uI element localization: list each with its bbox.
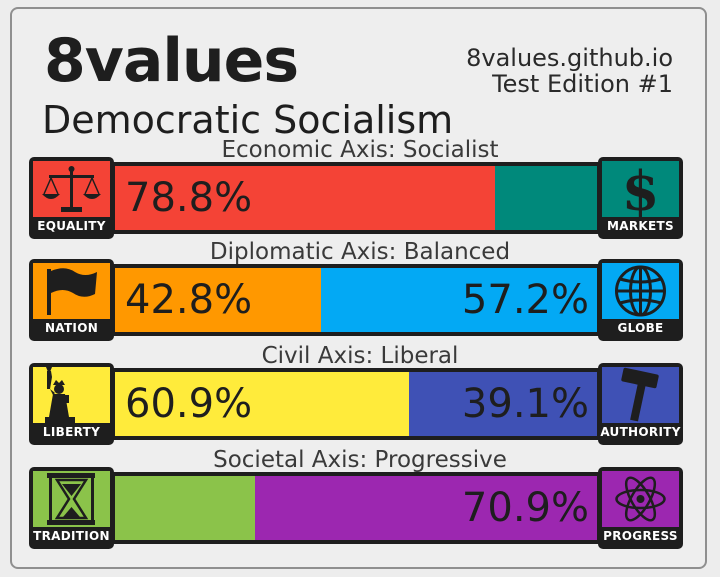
globe-label: GLOBE	[617, 321, 664, 335]
economic-axis-title: Economic Axis: Socialist	[221, 137, 499, 163]
equality-box: EQUALITY	[29, 157, 114, 239]
axes.0.right.icon: $	[602, 161, 679, 217]
societal-axis-title: Societal Axis: Progressive	[213, 447, 507, 473]
brand-title: 8values	[44, 26, 299, 96]
authority-box: AUTHORITY	[598, 363, 683, 445]
equality-label: EQUALITY	[37, 219, 106, 233]
equality-fill	[115, 166, 495, 230]
globe-fill	[321, 268, 597, 332]
site-info: 8values.github.io Test Edition #1	[466, 45, 673, 98]
diplomatic-axis-bar: 42.8% 57.2%	[111, 264, 601, 336]
axes.1.right.icon	[602, 263, 679, 319]
axes.3.left.icon	[33, 471, 110, 527]
authority-label: AUTHORITY	[600, 425, 681, 439]
progress-label: PROGRESS	[603, 529, 678, 543]
markets-box: $ MARKETS	[598, 157, 683, 239]
liberty-percent: 60.9%	[125, 381, 253, 427]
tradition-label: TRADITION	[33, 529, 110, 543]
civil-axis-title: Civil Axis: Liberal	[261, 343, 459, 369]
societal-axis-bar: 70.9%	[111, 472, 601, 544]
markets-fill	[494, 166, 597, 230]
globe-box: GLOBE	[598, 259, 683, 341]
globe-percent: 57.2%	[461, 277, 589, 323]
svg-text:$: $	[622, 161, 660, 217]
nation-box: NATION	[29, 259, 114, 341]
liberty-label: LIBERTY	[42, 425, 101, 439]
ideology-result: Democratic Socialism	[42, 98, 454, 142]
globe-icon	[602, 263, 679, 319]
hourglass-icon	[33, 471, 110, 527]
edition-label: Test Edition #1	[492, 70, 673, 99]
authority-percent: 39.1%	[461, 381, 589, 427]
authority-fill	[408, 372, 597, 436]
equality-percent: 78.8%	[125, 175, 253, 221]
axes.2.right.icon	[602, 367, 679, 423]
axes.0.left.icon	[33, 161, 110, 217]
progress-box: PROGRESS	[598, 467, 683, 549]
tradition-fill	[115, 476, 256, 540]
nation-label: NATION	[44, 321, 99, 335]
liberty-fill	[115, 372, 409, 436]
progress-percent: 70.9%	[461, 485, 589, 531]
nation-percent: 42.8%	[125, 277, 253, 323]
economic-axis-bar: 78.8%	[111, 162, 601, 234]
markets-label: MARKETS	[607, 219, 674, 233]
statue-of-liberty-icon	[33, 367, 110, 423]
flag-icon	[33, 263, 110, 319]
progress-fill	[255, 476, 597, 540]
dollar-icon: $	[602, 161, 679, 217]
liberty-box: LIBERTY	[29, 363, 114, 445]
site-url[interactable]: 8values.github.io	[466, 44, 673, 72]
diplomatic-axis-title: Diplomatic Axis: Balanced	[209, 239, 511, 265]
tradition-box: TRADITION	[29, 467, 114, 549]
gavel-icon	[602, 367, 679, 423]
axes.3.right.icon	[602, 471, 679, 527]
civil-axis-bar: 60.9% 39.1%	[111, 368, 601, 440]
scales-icon	[33, 161, 110, 217]
axes.1.left.icon	[33, 263, 110, 319]
atom-icon	[602, 471, 679, 527]
nation-fill	[115, 268, 322, 332]
axes.2.left.icon	[33, 367, 110, 423]
